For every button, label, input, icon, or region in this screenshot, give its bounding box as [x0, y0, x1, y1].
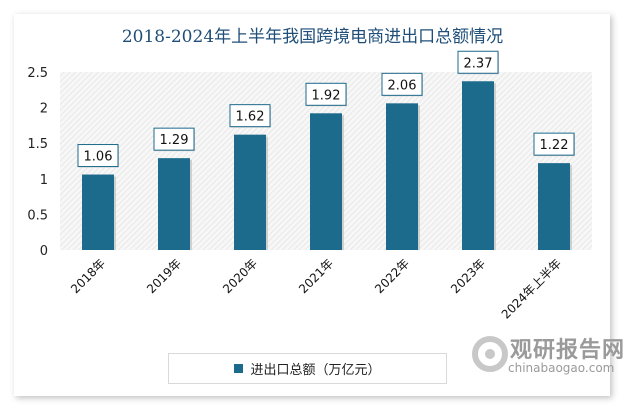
data-label: 2.37 — [464, 56, 493, 71]
data-label-box — [305, 82, 347, 106]
bar — [234, 134, 266, 250]
bar — [538, 163, 570, 250]
legend-swatch — [234, 364, 244, 373]
x-tick-label: 2021年 — [296, 256, 336, 296]
data-label-box — [457, 50, 499, 74]
x-tick-label: 2018年 — [68, 256, 108, 296]
y-tick-label: 1 — [40, 173, 48, 188]
data-label-box — [533, 132, 575, 156]
data-label: 1.62 — [236, 110, 265, 125]
x-tick-label: 2023年 — [448, 256, 488, 296]
bar — [310, 113, 342, 251]
y-tick-label: 1.5 — [27, 137, 48, 152]
y-tick-label: 2.5 — [27, 66, 48, 81]
y-tick-label: 2 — [40, 102, 48, 117]
chart-title: 2018-2024年上半年我国跨境电商进出口总额情况 — [121, 27, 504, 47]
x-tick-label: 2022年 — [372, 256, 412, 296]
data-label: 2.06 — [388, 78, 417, 93]
watermark-name: 观研报告网 — [510, 338, 625, 363]
legend-label: 进出口总额（万亿元） — [250, 363, 381, 378]
watermark-url: chinabaogao.com — [508, 361, 615, 375]
data-label: 1.29 — [160, 133, 189, 148]
legend: 进出口总额（万亿元） — [168, 353, 447, 384]
data-label-box — [381, 72, 423, 96]
x-tick-label: 2019年 — [144, 256, 184, 296]
bar — [82, 174, 114, 250]
x-tick-label: 2020年 — [220, 256, 260, 296]
data-label: 1.92 — [312, 88, 341, 103]
data-label: 1.22 — [540, 138, 569, 153]
bar — [462, 81, 494, 250]
bar — [386, 103, 418, 250]
y-tick-label: 0.5 — [27, 208, 48, 223]
bar — [158, 158, 190, 250]
x-tick-label: 2024年上半年 — [499, 256, 564, 321]
data-label-box — [229, 104, 271, 128]
data-label: 1.06 — [84, 150, 113, 165]
data-label-box — [153, 127, 195, 151]
y-tick-label: 0 — [40, 244, 48, 259]
data-label-box — [77, 144, 119, 168]
watermark-eye-icon — [472, 336, 508, 372]
